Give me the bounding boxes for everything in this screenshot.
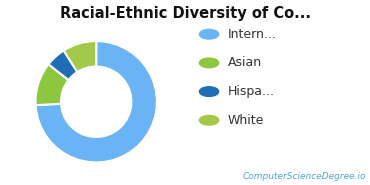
Text: Intern...: Intern... [228,28,276,41]
Wedge shape [64,41,96,72]
Wedge shape [36,64,68,105]
Text: White: White [228,114,264,127]
Text: Asian: Asian [228,56,262,69]
Wedge shape [48,51,77,80]
Text: ComputerScienceDegree.io: ComputerScienceDegree.io [243,172,366,181]
Text: Hispa...: Hispa... [228,85,275,98]
Text: 4.1%: 4.1% [99,110,124,120]
Text: Racial-Ethnic Diversity of Co...: Racial-Ethnic Diversity of Co... [60,6,310,21]
Wedge shape [36,41,157,162]
